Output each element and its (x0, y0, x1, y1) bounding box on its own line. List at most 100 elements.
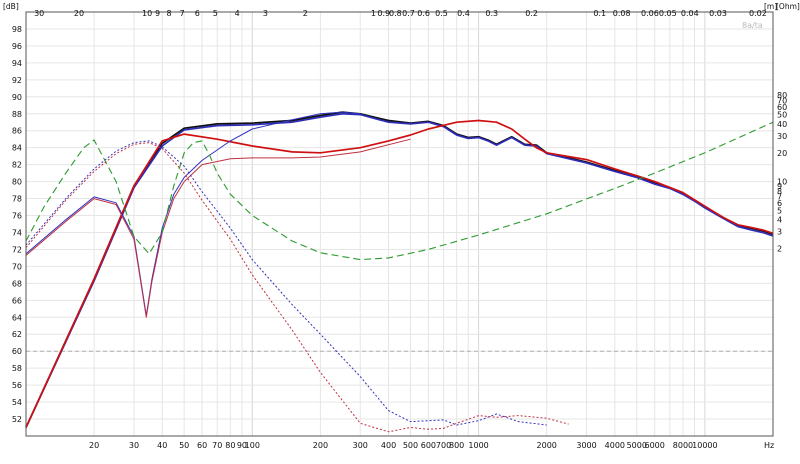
top-tick-label: 7 (180, 9, 185, 18)
y-right-tick-label: 20 (777, 149, 787, 158)
y-tick-label: 78 (12, 195, 22, 204)
y-tick-label: 64 (12, 313, 22, 322)
top-tick-label: 0.3 (485, 9, 498, 18)
y-right-tick-label: 9 (777, 182, 782, 191)
x-tick-label: 20 (89, 441, 99, 450)
series-line-3 (25, 119, 774, 428)
x-tick-label: 700 (436, 441, 451, 450)
watermark: 8a/ta (742, 21, 763, 30)
y-right-tick-label: 30 (777, 132, 787, 141)
top-tick-label: 0.1 (593, 9, 606, 18)
x-tick-label: 200 (313, 441, 328, 450)
top-tick-label: 4 (235, 9, 240, 18)
grid (26, 12, 774, 436)
series-line-2 (25, 112, 774, 428)
y-right-tick-label: 5 (777, 206, 782, 215)
top-tick-label: 0.4 (457, 9, 470, 18)
x-tick-label: 70 (212, 441, 222, 450)
y-tick-label: 98 (12, 25, 22, 34)
y-right-tick-label: 60 (777, 103, 787, 112)
axis-labels: 5254565860626466687072747678808284868890… (12, 9, 787, 450)
y-tick-label: 88 (12, 110, 22, 119)
top-tick-label: 0.02 (749, 9, 767, 18)
series-line-5 (25, 138, 411, 318)
top-tick-label: 0.2 (525, 9, 538, 18)
y-right-tick-label: 8 (777, 187, 782, 196)
y-tick-label: 94 (12, 59, 22, 68)
x-tick-label: 4000 (605, 441, 625, 450)
x-tick-label: 300 (353, 441, 368, 450)
x-tick-label: 30 (129, 441, 139, 450)
series-line-8 (25, 142, 569, 433)
y-tick-label: 96 (12, 42, 22, 51)
y-right-tick-label: 50 (777, 111, 787, 120)
top-tick-label: 0.05 (659, 9, 677, 18)
y-tick-label: 62 (12, 330, 22, 339)
x-tick-label: 40 (157, 441, 167, 450)
y-tick-label: 66 (12, 296, 22, 305)
y-right-tick-label: 3 (777, 228, 782, 237)
top-tick-label: 0.6 (417, 9, 430, 18)
x-tick-label: 6000 (644, 441, 664, 450)
x-tick-label: 5000 (627, 441, 647, 450)
x-tick-label: 50 (179, 441, 189, 450)
top-tick-label: 0.08 (613, 9, 631, 18)
y-right-tick-label: 10 (777, 178, 787, 187)
top-tick-label: 8 (167, 9, 172, 18)
y-tick-label: 82 (12, 161, 22, 170)
y-tick-label: 58 (12, 364, 22, 373)
y-axis-left-unit: [dB] (3, 2, 19, 11)
y-tick-label: 86 (12, 127, 22, 136)
x-tick-label: 500 (403, 441, 418, 450)
y-tick-label: 72 (12, 245, 22, 254)
x-tick-label: 400 (381, 441, 396, 450)
top-tick-label: 20 (74, 9, 84, 18)
top-tick-label: 0.03 (709, 9, 727, 18)
y-tick-label: 80 (12, 178, 22, 187)
top-axis-unit: [m] (764, 2, 777, 11)
top-tick-label: 6 (195, 9, 200, 18)
x-tick-label: 600 (421, 441, 436, 450)
y-right-tick-label: 7 (777, 192, 782, 201)
x-tick-label: 10000 (692, 441, 717, 450)
x-tick-label: 800 (449, 441, 464, 450)
y-tick-label: 92 (12, 76, 22, 85)
top-tick-label: 1 (371, 9, 376, 18)
x-tick-label: 2000 (537, 441, 557, 450)
x-tick-label: 3000 (576, 441, 596, 450)
top-tick-label: 5 (213, 9, 218, 18)
series-line-7 (25, 140, 547, 426)
y-right-tick-label: 80 (777, 91, 787, 100)
top-tick-label: 10 (142, 9, 152, 18)
x-axis-unit: Hz (764, 441, 774, 450)
x-tick-label: 80 (225, 441, 235, 450)
top-tick-label: 0.9 (377, 9, 390, 18)
plot-frame (25, 11, 774, 437)
y-tick-label: 76 (12, 212, 22, 221)
y-right-tick-label: 2 (777, 245, 782, 254)
y-axis-right-unit: [Ohm] (776, 2, 800, 11)
x-tick-label: 60 (197, 441, 207, 450)
series-line-4 (25, 111, 361, 317)
top-tick-label: 2 (303, 9, 308, 18)
y-tick-label: 52 (12, 415, 22, 424)
top-tick-label: 9 (155, 9, 160, 18)
top-tick-label: 0.04 (681, 9, 699, 18)
y-right-tick-label: 6 (777, 199, 782, 208)
y-tick-label: 60 (12, 347, 22, 356)
top-tick-label: 0.7 (402, 9, 415, 18)
top-tick-label: 0.06 (641, 9, 659, 18)
y-right-tick-label: 70 (777, 97, 787, 106)
x-tick-label: 90 (237, 441, 247, 450)
series-line-6 (25, 121, 774, 261)
y-tick-label: 90 (12, 93, 22, 102)
x-tick-label: 8000 (673, 441, 693, 450)
y-tick-label: 74 (12, 228, 22, 237)
y-right-tick-label: 40 (777, 120, 787, 129)
y-tick-label: 70 (12, 262, 22, 271)
x-tick-label: 100 (245, 441, 260, 450)
y-tick-label: 68 (12, 279, 22, 288)
